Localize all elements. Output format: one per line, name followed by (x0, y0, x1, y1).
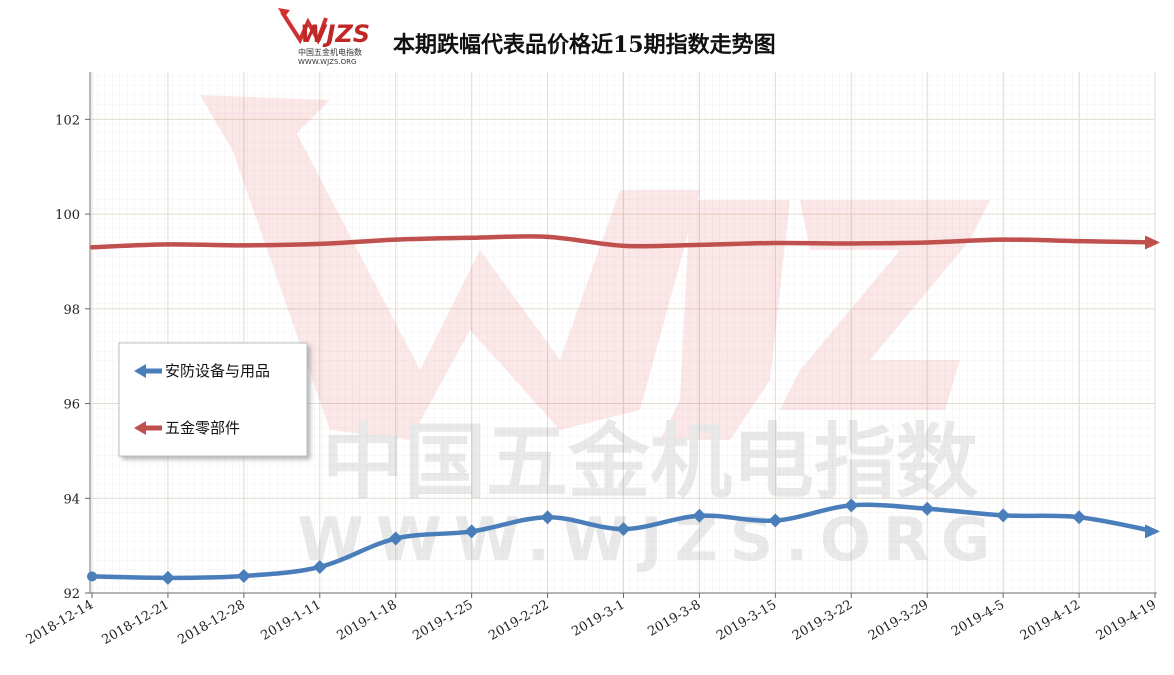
data-point[interactable] (392, 237, 399, 242)
data-point[interactable] (90, 245, 94, 250)
x-tick-label: 2019-3-8 (645, 597, 703, 639)
legend-arrow-icon-1 (134, 421, 146, 435)
legend-box (118, 342, 308, 457)
data-point[interactable] (616, 522, 631, 537)
x-tick-label: 2019-3-29 (866, 597, 931, 643)
series-1 (89, 234, 1160, 250)
data-point[interactable] (87, 571, 97, 582)
data-point[interactable] (924, 240, 931, 245)
data-point[interactable] (1000, 237, 1007, 242)
x-tick-label: 2018-12-14 (24, 597, 96, 647)
series-0 (87, 498, 1160, 585)
data-point[interactable] (996, 508, 1011, 523)
logo-text: WJZS (300, 20, 370, 48)
data-point[interactable] (768, 513, 783, 528)
x-tick-label: 2019-3-15 (714, 597, 779, 643)
chart-title: 本期跌幅代表品价格近15期指数走势图 (393, 32, 776, 58)
x-tick-label: 2019-4-5 (949, 597, 1007, 639)
data-point[interactable] (160, 570, 175, 585)
y-tick-labels: 92 94 96 98 100 102 (55, 113, 90, 602)
x-tick-label: 2018-12-28 (175, 597, 247, 647)
data-point[interactable] (544, 234, 551, 239)
legend-item-1[interactable]: 五金零部件 (134, 419, 240, 437)
y-tick-label: 96 (63, 398, 80, 413)
data-point[interactable] (464, 524, 479, 539)
watermark: 中国五金机电指数 WWW.WJZS.ORG (200, 95, 1003, 575)
legend-item-0[interactable]: 安防设备与用品 (134, 362, 270, 380)
legend-label-0: 安防设备与用品 (165, 362, 270, 380)
data-point[interactable] (844, 498, 859, 513)
data-point[interactable] (468, 235, 475, 240)
x-tick-label: 2019-4-12 (1018, 597, 1083, 643)
data-point[interactable] (316, 241, 323, 246)
data-point[interactable] (1145, 235, 1160, 250)
data-point[interactable] (540, 510, 555, 525)
data-point[interactable] (236, 568, 251, 583)
logo-subtitle: 中国五金机电指数 (298, 47, 362, 57)
data-point[interactable] (312, 559, 327, 574)
data-point[interactable] (1072, 510, 1087, 525)
legend: 安防设备与用品 五金零部件 (118, 342, 308, 457)
x-tick-label: 2019-1-18 (334, 597, 399, 643)
legend-arrow-icon-0 (134, 364, 146, 378)
y-tick-label: 92 (63, 587, 80, 602)
series-layer (87, 234, 1160, 585)
data-point[interactable] (620, 243, 627, 248)
x-tick-label: 2018-12-21 (100, 597, 172, 647)
minor-grid (90, 72, 1155, 592)
y-tick-label: 98 (63, 303, 80, 318)
data-point[interactable] (164, 242, 171, 247)
data-point[interactable] (1076, 239, 1083, 244)
y-tick-label: 94 (63, 492, 80, 507)
legend-label-1: 五金零部件 (165, 419, 240, 437)
x-tick-label: 2019-1-25 (410, 597, 475, 643)
data-point[interactable] (696, 242, 703, 247)
data-point[interactable] (848, 241, 855, 246)
x-tick-label: 2019-4-19 (1094, 597, 1159, 643)
x-tick-label: 2019-3-22 (790, 597, 855, 643)
x-tick-label: 2019-1-11 (259, 597, 324, 643)
data-point[interactable] (772, 240, 779, 245)
logo-url: WWW.WJZS.ORG (298, 58, 356, 66)
data-point[interactable] (1145, 524, 1160, 539)
watermark-line1: 中国五金机电指数 (322, 415, 978, 510)
y-tick-label: 100 (55, 208, 80, 223)
data-point[interactable] (920, 501, 935, 516)
x-tick-labels: 2018-12-14 2018-12-21 2018-12-28 2019-1-11 2… (24, 593, 1159, 648)
y-tick-label: 102 (55, 113, 80, 128)
logo: WJZS 中国五金机电指数 WWW.WJZS.ORG (278, 8, 370, 66)
x-tick-label: 2019-2-22 (486, 597, 551, 643)
data-point[interactable] (240, 243, 247, 248)
logo-arrow-icon (280, 10, 328, 45)
data-point[interactable] (692, 508, 707, 523)
x-tick-label: 2019-3-1 (569, 597, 627, 639)
watermark-line2: WWW.WJZS.ORG (298, 505, 1003, 575)
data-point[interactable] (388, 531, 403, 546)
